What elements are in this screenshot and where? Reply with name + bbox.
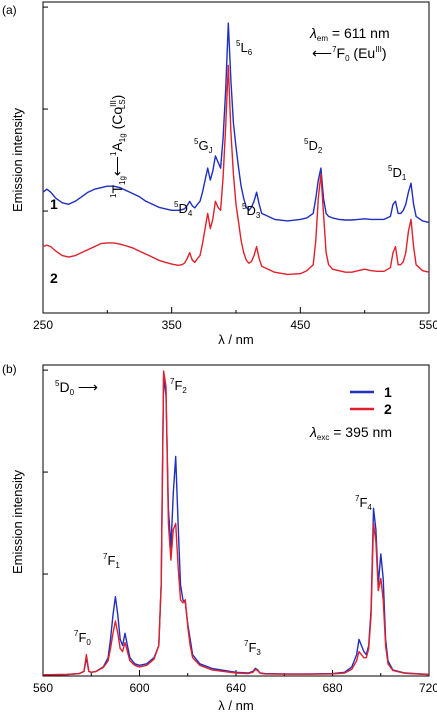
panel-b-annotation-7F3: 7F3 xyxy=(244,639,261,657)
panel-a-annotation-5L6: 5L6 xyxy=(236,39,253,57)
panel-b-annotation-7F2: 7F2 xyxy=(170,377,187,395)
panel-a-series-1-line xyxy=(42,22,430,224)
panel-b-xtick-label: 640 xyxy=(226,681,246,695)
legend-label-2: 2 xyxy=(384,401,392,417)
panel-a-curve-label-1: 1 xyxy=(50,196,58,212)
panel-a-xtick-label: 450 xyxy=(290,318,310,332)
panel-a-annotation-5D3: 5D3 xyxy=(242,202,261,220)
panel-b-ylabel: Emission intensity xyxy=(10,469,25,574)
panel-b-tick-labels: 560 600 640 680 720 xyxy=(33,681,437,695)
panel-a-annotation-5D1: 5D1 xyxy=(388,164,407,182)
panel-b-annotation-lambda-exc: λexc = 395 nm xyxy=(309,424,392,442)
panel-a-ticks xyxy=(42,6,430,314)
panel-a-label: (a) xyxy=(2,3,17,17)
panel-b-xtick-label: 560 xyxy=(33,681,53,695)
panel-b-xtick-label: 600 xyxy=(129,681,149,695)
panel-a-annotation-lambda-em: λem = 611 nm xyxy=(309,25,390,43)
panel-b-legend: 1 2 xyxy=(350,384,392,417)
panel-b-xtick-label: 720 xyxy=(419,681,437,695)
panel-a-ylabel: Emission intensity xyxy=(10,107,25,212)
panel-b-curves xyxy=(42,370,430,676)
panel-b-annotation-7F0: 7F0 xyxy=(74,629,91,647)
panel-a-series-2-line xyxy=(42,64,430,276)
panel-a-annotation-5D2: 5D2 xyxy=(304,137,323,155)
panel-b-annotation-7F1: 7F1 xyxy=(103,552,120,570)
panel-a-curves xyxy=(42,22,430,276)
panel-a-annotation-5GJ: 5GJ xyxy=(194,137,213,155)
panel-a-annotation-5D4: 5D4 xyxy=(174,200,193,218)
panel-a-curve-label-2: 2 xyxy=(50,270,58,286)
panel-a-xlabel: λ / nm xyxy=(218,332,253,347)
panel-a-xtick-label: 550 xyxy=(419,318,437,332)
panel-b-xtick-label: 680 xyxy=(322,681,342,695)
panel-a-xtick-label: 350 xyxy=(162,318,182,332)
legend-label-1: 1 xyxy=(384,384,392,400)
panel-a-annotation-co-band: 1T1g⟵1A1g (CoIIILS) xyxy=(109,95,127,198)
panel-b-series-1-line xyxy=(42,376,430,676)
panel-b-label: (b) xyxy=(2,362,17,376)
panel-a-annotation-7F0: ⟵7F0 (EuIII) xyxy=(312,45,387,63)
panel-b-xlabel: λ / nm xyxy=(218,698,253,713)
panel-b: (b) 560 600 640 680 720 Emission intensity λ… xyxy=(2,362,437,713)
panel-b-ticks xyxy=(42,369,430,677)
panel-a-tick-labels: 250 350 450 550 xyxy=(33,318,437,332)
panel-b-annotation-7F4: 7F4 xyxy=(355,494,372,512)
panel-b-plot-frame xyxy=(42,364,430,677)
panel-a-xtick-label: 250 xyxy=(33,318,53,332)
panel-a: (a) 250 350 450 550 Emission intensity λ / … xyxy=(2,1,437,347)
panel-b-series-2-line xyxy=(42,370,430,676)
panel-b-annotation-origin: 5D0 ⟶ xyxy=(55,379,98,397)
